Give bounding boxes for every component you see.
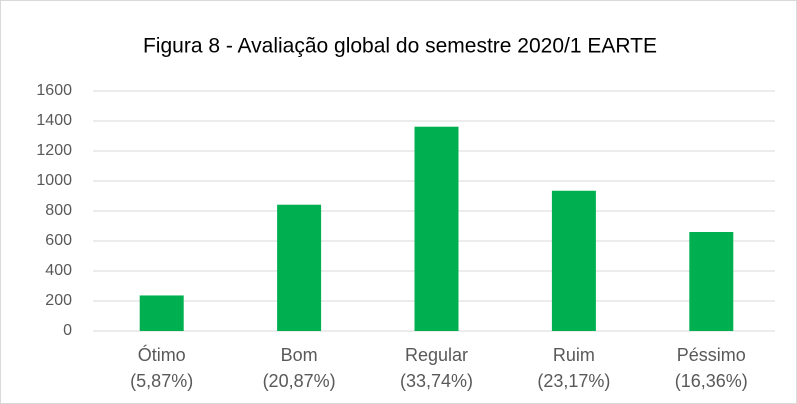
y-tick-label: 0 [63,322,72,339]
y-tick-label: 1200 [36,142,72,159]
x-tick-label: Regular [405,345,468,365]
y-tick-label: 400 [45,262,72,279]
bar [414,126,459,331]
y-tick-label: 600 [45,232,72,249]
x-tick-sublabel: (33,74%) [400,371,473,391]
x-tick-sublabel: (16,36%) [675,371,748,391]
x-tick-sublabel: (5,87%) [130,371,193,391]
x-tick-label: Ótimo [138,344,186,365]
x-tick-label: Bom [281,345,318,365]
bar [277,204,322,331]
x-tick-sublabel: (20,87%) [263,371,336,391]
y-tick-label: 800 [45,202,72,219]
chart-title: Figura 8 - Avaliação global do semestre … [143,35,657,58]
bar [551,190,596,331]
y-tick-label: 1000 [36,172,72,189]
x-tick-label: Péssimo [677,345,746,365]
bar [139,295,184,331]
x-tick-label: Ruim [553,345,595,365]
y-tick-label: 200 [45,292,72,309]
y-tick-label: 1400 [36,112,72,129]
x-tick-sublabel: (23,17%) [537,371,610,391]
bar [689,232,734,331]
y-tick-label: 1600 [36,82,72,99]
